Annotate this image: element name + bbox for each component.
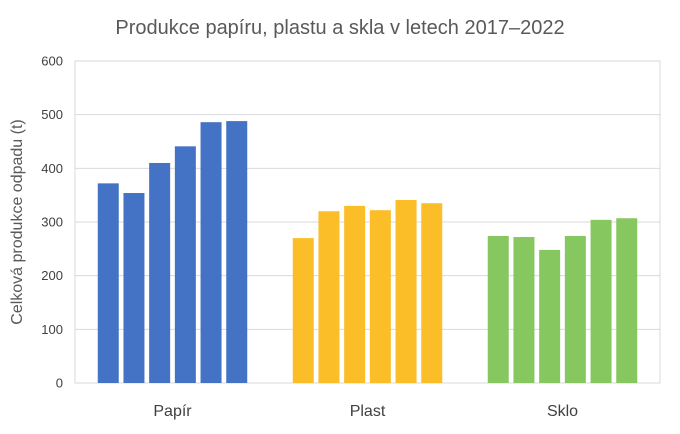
y-tick-label: 100: [41, 322, 63, 337]
bars: [97, 121, 638, 384]
plot-frame: [74, 60, 661, 384]
bar-plast-5: [395, 199, 417, 383]
x-category-label: Plast: [350, 403, 386, 420]
y-tick-label: 500: [41, 107, 63, 122]
bar-papír-1: [97, 183, 119, 383]
bar-plast-1: [292, 238, 314, 383]
x-category-label: Papír: [153, 403, 192, 420]
chart-title: Produkce papíru, plastu a skla v letech …: [115, 17, 564, 39]
x-axis-categories: Papír Plast Sklo: [153, 403, 578, 420]
y-tick-label: 0: [56, 376, 63, 391]
y-tick-label: 400: [41, 161, 63, 176]
x-category-label: Sklo: [547, 403, 578, 420]
bar-sklo-1: [487, 235, 509, 383]
bar-plast-2: [318, 211, 340, 383]
bar-sklo-5: [590, 219, 612, 383]
bar-plast-4: [369, 210, 391, 383]
bar-papír-6: [226, 121, 248, 384]
y-axis-ticks: 0 100 200 300 400 500 600: [41, 54, 63, 391]
bar-papír-3: [149, 162, 171, 383]
bar-sklo-6: [616, 218, 638, 383]
bar-sklo-3: [539, 249, 561, 383]
bar-sklo-4: [564, 235, 586, 383]
bar-papír-5: [200, 122, 222, 384]
y-tick-label: 600: [41, 54, 63, 69]
y-tick-label: 200: [41, 268, 63, 283]
y-axis-label: Celková produkce odpadu (t): [9, 119, 26, 324]
bar-papír-2: [123, 193, 145, 383]
bar-plast-3: [344, 205, 366, 383]
bar-papír-4: [174, 146, 196, 383]
bar-plast-6: [421, 203, 443, 383]
gridlines: [74, 60, 661, 384]
y-tick-label: 300: [41, 215, 63, 230]
bar-sklo-2: [513, 237, 535, 383]
